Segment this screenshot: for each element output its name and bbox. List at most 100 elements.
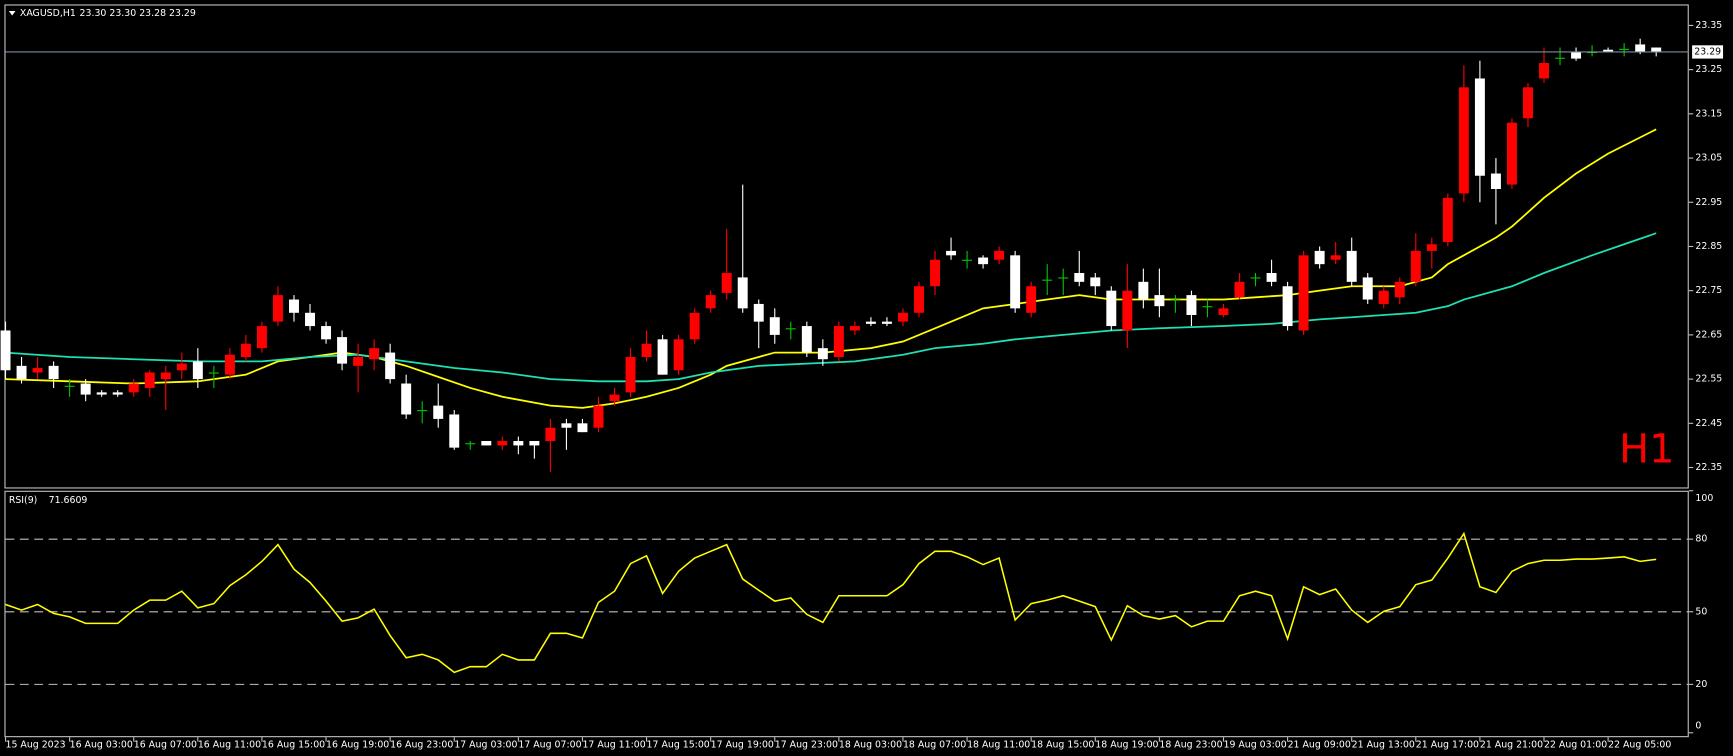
- candle-body: [529, 441, 540, 446]
- candle-body: [833, 326, 844, 357]
- candle-body: [32, 368, 43, 373]
- candle-body: [577, 423, 588, 433]
- candle-body: [849, 326, 860, 331]
- y-tick-label: 0: [1695, 721, 1701, 732]
- x-tick-label: 17 Aug 23:00: [775, 739, 838, 750]
- x-tick-label: 21 Aug 13:00: [1352, 739, 1415, 750]
- candle-body: [1090, 277, 1101, 287]
- candle-body: [1298, 255, 1309, 331]
- candle-body: [914, 286, 924, 313]
- x-tick-label: 16 Aug 19:00: [326, 739, 389, 750]
- candle-body: [144, 372, 155, 388]
- price-label-box: [1692, 45, 1724, 59]
- candle-body: [1378, 290, 1389, 304]
- x-tick-label: 17 Aug 19:00: [711, 739, 774, 750]
- candle-body: [289, 299, 299, 313]
- y-tick-label: 80: [1695, 534, 1707, 545]
- x-tick-label: 18 Aug 11:00: [967, 739, 1030, 750]
- y-tick-label: 22.65: [1695, 329, 1722, 340]
- candle-body: [769, 317, 780, 335]
- x-tick-label: 17 Aug 07:00: [518, 739, 581, 750]
- candle-body: [1202, 306, 1213, 308]
- y-tick-label: 22.55: [1695, 374, 1722, 385]
- candle-body: [256, 326, 267, 349]
- x-tick-label: 18 Aug 23:00: [1159, 739, 1222, 750]
- x-tick-label: 19 Aug 03:00: [1223, 739, 1286, 750]
- x-tick-label: 17 Aug 03:00: [454, 739, 517, 750]
- candle-body: [1266, 273, 1277, 282]
- candle-body: [1410, 250, 1421, 282]
- y-tick-label: 22.85: [1695, 241, 1722, 252]
- y-tick-label: 23.15: [1695, 108, 1722, 119]
- y-tick-label: 50: [1695, 606, 1707, 617]
- x-tick-label: 21 Aug 21:00: [1480, 739, 1543, 750]
- x-tick-label: 21 Aug 17:00: [1416, 739, 1479, 750]
- candle-body: [1362, 277, 1373, 300]
- candle-body: [417, 410, 428, 412]
- x-tick-label: 18 Aug 03:00: [839, 739, 902, 750]
- candle-body: [1506, 122, 1517, 185]
- candle-body: [593, 405, 604, 428]
- candle-body: [0, 330, 11, 371]
- candle-body: [1218, 308, 1229, 315]
- candle-body: [1106, 290, 1117, 327]
- x-tick-label: 18 Aug 19:00: [1095, 739, 1158, 750]
- candle-body: [192, 361, 203, 380]
- candle-body: [1523, 87, 1533, 119]
- candle-body: [946, 250, 957, 256]
- x-tick-label: 16 Aug 03:00: [70, 739, 133, 750]
- price-panel: [4, 4, 1689, 489]
- y-tick-label: 22.75: [1695, 285, 1722, 296]
- x-tick-label: 22 Aug 01:00: [1544, 739, 1607, 750]
- candle-body: [513, 441, 524, 446]
- x-tick-label: 15 Aug 2023: [6, 739, 66, 750]
- candle-body: [176, 363, 187, 371]
- candle-body: [449, 414, 460, 448]
- x-tick-label: 17 Aug 11:00: [582, 739, 645, 750]
- candle-body: [80, 383, 91, 395]
- candle-body: [801, 326, 812, 353]
- candle-body: [305, 312, 315, 327]
- candle-body: [1122, 290, 1133, 331]
- candle-body: [1058, 277, 1069, 279]
- candle-body: [48, 365, 59, 380]
- candle-body: [1282, 286, 1293, 327]
- candle-body: [160, 372, 171, 380]
- candle-body: [1346, 250, 1357, 282]
- y-tick-label: 100: [1695, 493, 1713, 504]
- x-tick-label: 22 Aug 05:00: [1608, 739, 1671, 750]
- candle-body: [978, 257, 989, 265]
- candle-body: [657, 339, 668, 375]
- candle-body: [561, 423, 572, 428]
- candle-body: [545, 427, 556, 441]
- candle-body: [673, 339, 684, 371]
- candle-body: [1474, 78, 1485, 176]
- y-tick-label: 23.25: [1695, 64, 1722, 75]
- x-tick-label: 16 Aug 23:00: [390, 739, 453, 750]
- candle-body: [881, 321, 892, 324]
- candle-body: [962, 259, 973, 261]
- candle-body: [385, 352, 396, 380]
- candle-body: [321, 326, 332, 340]
- y-tick-label: 22.95: [1695, 197, 1722, 208]
- candle-body: [112, 392, 123, 395]
- y-tick-label: 20: [1695, 679, 1707, 690]
- candle-body: [1042, 279, 1053, 281]
- rsi-title: RSI(9): [9, 495, 38, 506]
- ohlc-text: 23.30 23.30 23.28 23.29: [80, 8, 196, 19]
- candle-body: [1170, 299, 1181, 301]
- menu-arrow: [8, 11, 16, 16]
- candle-body: [737, 277, 748, 309]
- y-tick-label: 23.35: [1695, 20, 1722, 31]
- candle-body: [625, 357, 636, 393]
- candle-body: [369, 348, 380, 360]
- candle-body: [689, 312, 700, 340]
- candle-body: [1603, 49, 1614, 52]
- candle-body: [1314, 250, 1325, 265]
- candle-body: [930, 259, 940, 287]
- candle-body: [272, 295, 283, 322]
- candle-body: [1635, 44, 1646, 52]
